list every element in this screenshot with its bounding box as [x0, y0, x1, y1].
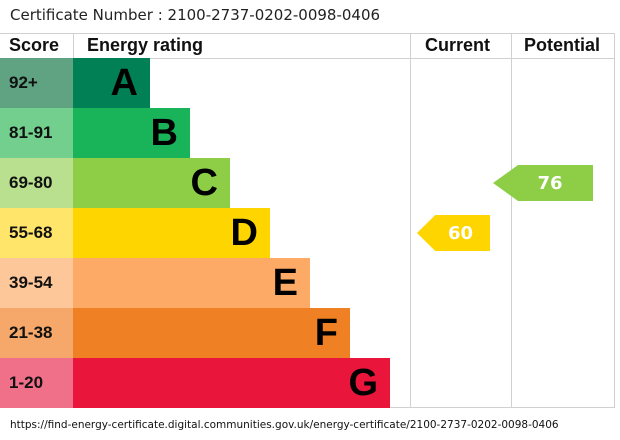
column-divider	[410, 33, 411, 408]
band-bar-a: A	[73, 58, 150, 108]
band-score-b: 81-91	[0, 108, 73, 158]
band-bar-e: E	[73, 258, 310, 308]
band-bar-g: G	[73, 358, 390, 408]
band-bar-b: B	[73, 108, 190, 158]
header-potential: Potential	[524, 35, 601, 55]
header-divider	[0, 58, 615, 59]
band-score-c: 69-80	[0, 158, 73, 208]
footer-url: https://find-energy-certificate.digital.…	[10, 419, 559, 431]
band-bar-f: F	[73, 308, 350, 358]
band-score-a: 92+	[0, 58, 73, 108]
header-current: Current	[425, 35, 491, 55]
band-score-e: 39-54	[0, 258, 73, 308]
band-score-d: 55-68	[0, 208, 73, 258]
band-score-g: 1-20	[0, 358, 73, 408]
header-energy-rating: Energy rating	[87, 35, 204, 55]
column-divider	[511, 33, 512, 408]
band-score-f: 21-38	[0, 308, 73, 358]
header-score: Score	[9, 35, 60, 55]
current-rating-value: 60	[447, 222, 474, 244]
certificate-number: Certificate Number : 2100-2737-0202-0098…	[10, 6, 381, 24]
band-bar-d: D	[73, 208, 270, 258]
band-bar-c: C	[73, 158, 230, 208]
potential-rating-value: 76	[537, 172, 563, 194]
